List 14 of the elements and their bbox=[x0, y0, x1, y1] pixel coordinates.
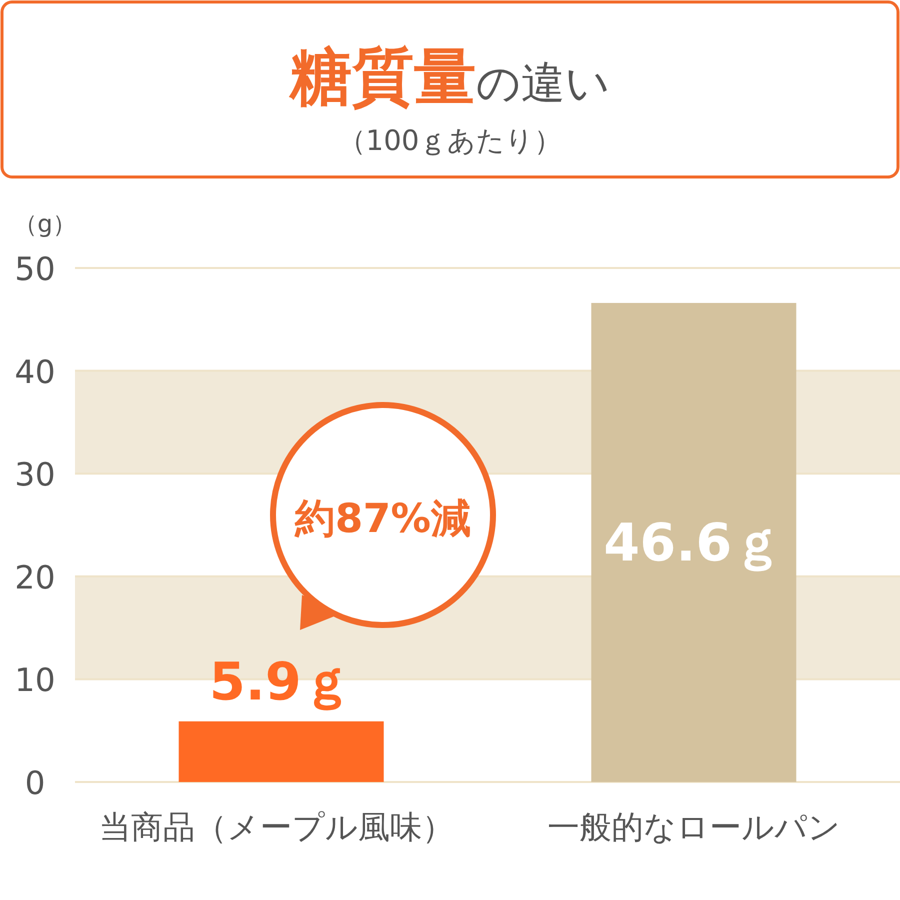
y-tick-label: 0 bbox=[24, 764, 46, 802]
annotation: 約87%減 bbox=[294, 496, 471, 542]
y-tick-label: 50 bbox=[14, 250, 56, 288]
y-axis-title: （g） bbox=[13, 210, 77, 238]
y-tick-label: 20 bbox=[14, 558, 56, 596]
x-tick-label: 当商品（メープル風味） bbox=[98, 808, 454, 846]
data-label: 46.6ｇ bbox=[604, 513, 784, 574]
chart-subtitle: （100ｇあたり） bbox=[338, 124, 562, 157]
y-tick-label: 40 bbox=[14, 352, 56, 391]
data-label: 5.9ｇ bbox=[209, 652, 354, 712]
y-tick-label: 30 bbox=[14, 456, 56, 494]
chart-title: 糖質量の違い bbox=[288, 40, 610, 113]
x-tick-label: 一般的なロールパン bbox=[547, 808, 840, 846]
y-tick-label: 10 bbox=[14, 661, 56, 700]
